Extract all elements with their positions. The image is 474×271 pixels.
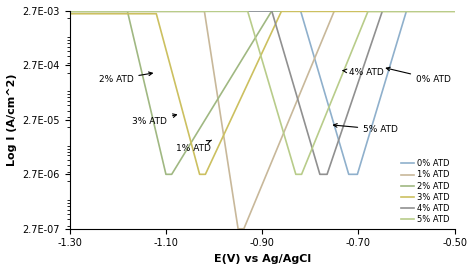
4% ATD xyxy=(345,111,351,114)
1% ATD xyxy=(331,9,337,12)
Text: 4% ATD: 4% ATD xyxy=(343,68,383,77)
0% ATD xyxy=(376,100,382,104)
3% ATD xyxy=(279,10,284,13)
1% ATD xyxy=(320,37,326,40)
2% ATD xyxy=(194,131,200,135)
4% ATD xyxy=(349,100,355,104)
5% ATD xyxy=(357,28,363,32)
Line: 2% ATD: 2% ATD xyxy=(70,11,455,174)
3% ATD xyxy=(197,173,202,176)
4% ATD xyxy=(67,9,73,12)
0% ATD xyxy=(383,80,388,83)
Text: 5% ATD: 5% ATD xyxy=(334,124,398,134)
Text: 0% ATD: 0% ATD xyxy=(386,67,451,84)
1% ATD xyxy=(292,103,298,106)
0% ATD xyxy=(452,9,457,12)
X-axis label: E(V) vs Ag/AgCl: E(V) vs Ag/AgCl xyxy=(214,254,310,264)
4% ATD xyxy=(452,9,457,12)
3% ATD xyxy=(231,111,237,114)
4% ATD xyxy=(338,131,344,135)
Y-axis label: Log I (A/cm^2): Log I (A/cm^2) xyxy=(7,74,17,166)
Legend: 0% ATD, 1% ATD, 2% ATD, 3% ATD, 4% ATD, 5% ATD: 0% ATD, 1% ATD, 2% ATD, 3% ATD, 4% ATD, … xyxy=(398,156,453,227)
1% ATD xyxy=(393,9,399,12)
5% ATD xyxy=(293,173,299,176)
0% ATD xyxy=(427,9,433,12)
2% ATD xyxy=(256,30,262,33)
5% ATD xyxy=(452,10,457,13)
5% ATD xyxy=(316,129,322,133)
2% ATD xyxy=(269,9,274,12)
1% ATD xyxy=(281,131,287,134)
0% ATD xyxy=(397,30,403,33)
3% ATD xyxy=(67,12,73,15)
0% ATD xyxy=(67,9,73,12)
3% ATD xyxy=(367,10,373,13)
1% ATD xyxy=(452,9,457,12)
5% ATD xyxy=(337,78,343,81)
4% ATD xyxy=(356,80,362,83)
4% ATD xyxy=(373,30,378,33)
1% ATD xyxy=(235,227,241,230)
3% ATD xyxy=(452,10,457,13)
0% ATD xyxy=(367,131,373,135)
5% ATD xyxy=(67,10,73,13)
Text: 3% ATD: 3% ATD xyxy=(132,114,176,126)
5% ATD xyxy=(245,10,251,13)
2% ATD xyxy=(452,9,457,12)
2% ATD xyxy=(226,80,231,83)
Line: 1% ATD: 1% ATD xyxy=(70,11,455,229)
Line: 0% ATD: 0% ATD xyxy=(70,11,455,174)
3% ATD xyxy=(269,30,274,34)
Line: 4% ATD: 4% ATD xyxy=(70,11,455,174)
Line: 3% ATD: 3% ATD xyxy=(70,11,455,174)
0% ATD xyxy=(346,173,352,176)
2% ATD xyxy=(213,100,219,104)
2% ATD xyxy=(363,9,368,12)
4% ATD xyxy=(317,173,323,176)
5% ATD xyxy=(410,10,415,13)
0% ATD xyxy=(373,111,379,114)
2% ATD xyxy=(67,10,73,13)
1% ATD xyxy=(264,172,270,175)
Text: 2% ATD: 2% ATD xyxy=(99,72,152,84)
1% ATD xyxy=(67,10,73,13)
5% ATD xyxy=(325,109,330,112)
Text: 1% ATD: 1% ATD xyxy=(175,140,211,153)
4% ATD xyxy=(415,9,420,12)
5% ATD xyxy=(329,98,335,102)
3% ATD xyxy=(236,101,242,104)
3% ATD xyxy=(246,80,252,83)
2% ATD xyxy=(207,111,212,114)
3% ATD xyxy=(222,131,228,135)
2% ATD xyxy=(163,173,169,176)
1% ATD xyxy=(275,144,281,148)
Line: 5% ATD: 5% ATD xyxy=(70,11,455,174)
